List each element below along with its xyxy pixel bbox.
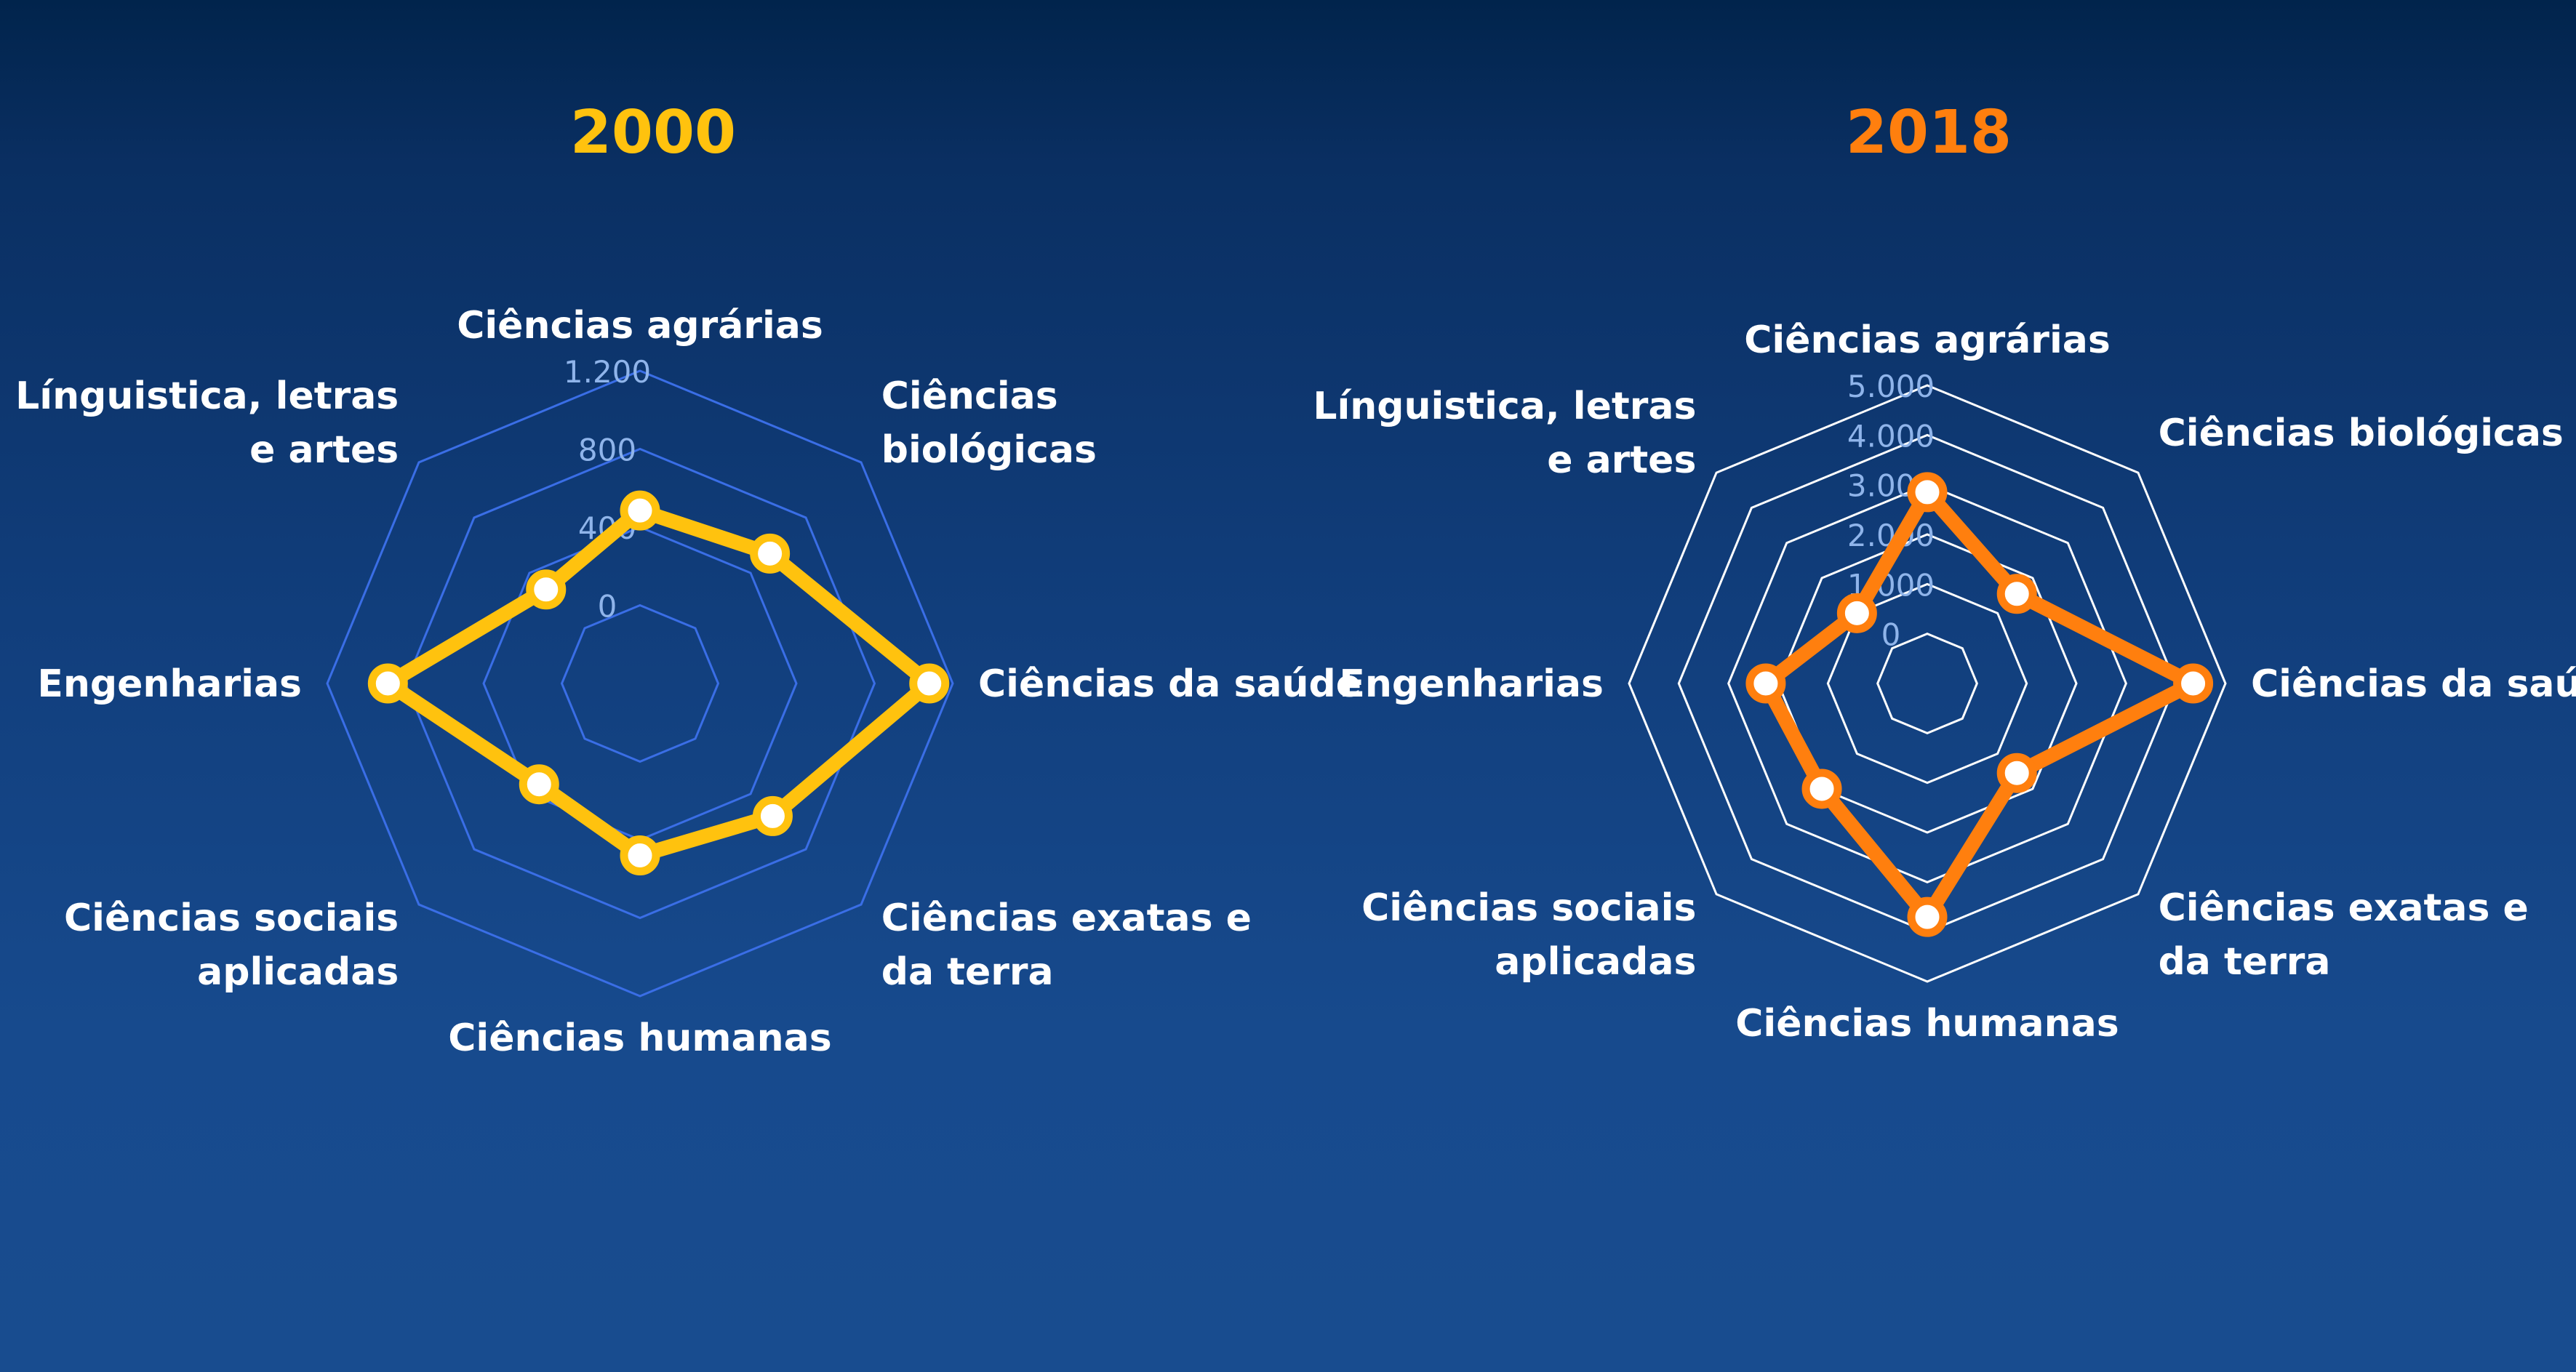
data-point-ciencias-humanas — [620, 835, 660, 875]
category-label-engenharias: Engenharias — [1339, 662, 1604, 706]
category-label-line: Ciências da saúde — [2251, 662, 2576, 706]
category-label-line: Ciências agrárias — [457, 304, 823, 348]
data-point-ciencias-agrarias — [620, 490, 660, 531]
data-point-ciencias-exatas-e-da-terra — [752, 795, 793, 836]
data-point-ciencias-sociais-aplicadas — [519, 764, 559, 805]
category-label-ciencias-humanas: Ciências humanas — [448, 1016, 831, 1060]
tick-label: 800 — [578, 433, 636, 468]
series-line — [1758, 484, 2201, 925]
chart-title: 2018 — [1846, 98, 2012, 167]
category-label-ciencias-agrarias: Ciências agrárias — [1744, 318, 2111, 362]
category-label-line: Ciências — [881, 374, 1058, 418]
data-point-linguistica-letras-e-artes — [526, 569, 567, 610]
category-label-ciencias-da-saude: Ciências da saúde — [978, 662, 1361, 706]
category-label-line: e artes — [249, 428, 399, 472]
category-label-line: Ciências sociais — [64, 896, 399, 940]
category-label-ciencias-sociais-aplicadas: Ciências sociais aplicadas — [64, 896, 399, 994]
data-point-ciencias-sociais-aplicadas — [1801, 769, 1842, 809]
tick-label: 0 — [1881, 617, 1901, 653]
category-label-line: da terra — [881, 950, 1054, 994]
data-point-ciencias-biologicas — [750, 533, 791, 574]
category-label-linguistica-letras-e-artes: Línguistica, letras e artes — [1313, 385, 1696, 482]
tick-label: 4.000 — [1847, 418, 1935, 454]
category-label-ciencias-exatas-e-da-terra: Ciências exatas e da terra — [881, 896, 1252, 994]
category-label-line: Ciências humanas — [1735, 1002, 2119, 1046]
category-label-line: Ciências sociais — [1361, 886, 1696, 930]
category-label-ciencias-sociais-aplicadas: Ciências sociais aplicadas — [1361, 886, 1696, 984]
category-label-line: Línguistica, letras — [1313, 385, 1696, 428]
grid-ring-3 — [1727, 484, 2127, 883]
category-label-ciencias-biologicas: Ciências biológicas — [881, 374, 1097, 472]
category-label-ciencias-humanas: Ciências humanas — [1735, 1002, 2119, 1046]
category-label-engenharias: Engenharias — [37, 662, 302, 706]
grid-ring-0 — [1876, 633, 1978, 734]
category-label-line: biológicas — [881, 428, 1097, 472]
series-line — [380, 503, 937, 863]
grid-ring-0 — [560, 603, 720, 763]
category-label-ciencias-agrarias: Ciências agrárias — [457, 304, 823, 348]
tick-label: 1.200 — [564, 354, 651, 390]
category-label-line: Línguistica, letras — [15, 374, 399, 418]
category-label-linguistica-letras-e-artes: Línguistica, letras e artes — [15, 374, 399, 472]
category-label-line: Ciências biológicas — [2159, 412, 2564, 455]
chart-title: 2000 — [570, 98, 736, 167]
category-label-ciencias-exatas-e-da-terra: Ciências exatas e da terra — [2159, 886, 2529, 984]
grid-ring-2 — [404, 447, 876, 920]
category-label-line: Engenharias — [37, 662, 302, 706]
category-label-ciencias-biologicas: Ciências biológicas — [2159, 412, 2564, 455]
grid-ring-1 — [1826, 582, 2028, 785]
data-point-ciencias-da-saude — [909, 663, 950, 704]
category-label-line: da terra — [2159, 940, 2331, 984]
tick-label: 0 — [598, 589, 617, 625]
category-label-ciencias-da-saude: Ciências da saúde — [2251, 662, 2576, 706]
grid-ring-5 — [1628, 384, 2227, 983]
category-label-line: aplicadas — [197, 950, 399, 994]
category-label-line: Ciências da saúde — [978, 662, 1361, 706]
data-point-ciencias-humanas — [1907, 896, 1948, 937]
category-label-line: Ciências agrárias — [1744, 318, 2111, 362]
category-label-line: Ciências exatas e — [881, 896, 1252, 940]
data-point-ciencias-biologicas — [1996, 574, 2037, 614]
category-label-line: Engenharias — [1339, 662, 1604, 706]
data-point-ciencias-da-saude — [2173, 663, 2214, 704]
data-point-linguistica-letras-e-artes — [1836, 593, 1877, 633]
category-label-line: Ciências humanas — [448, 1016, 831, 1060]
category-label-line: Ciências exatas e — [2159, 886, 2529, 930]
category-label-line: e artes — [1547, 438, 1696, 482]
category-label-line: aplicadas — [1495, 940, 1696, 984]
data-point-engenharias — [1745, 663, 1786, 704]
tick-label: 5.000 — [1847, 369, 1935, 404]
data-point-ciencias-exatas-e-da-terra — [1996, 753, 2037, 793]
grid-ring-3 — [326, 369, 954, 998]
data-point-engenharias — [367, 663, 408, 704]
data-point-ciencias-agrarias — [1907, 472, 1948, 513]
